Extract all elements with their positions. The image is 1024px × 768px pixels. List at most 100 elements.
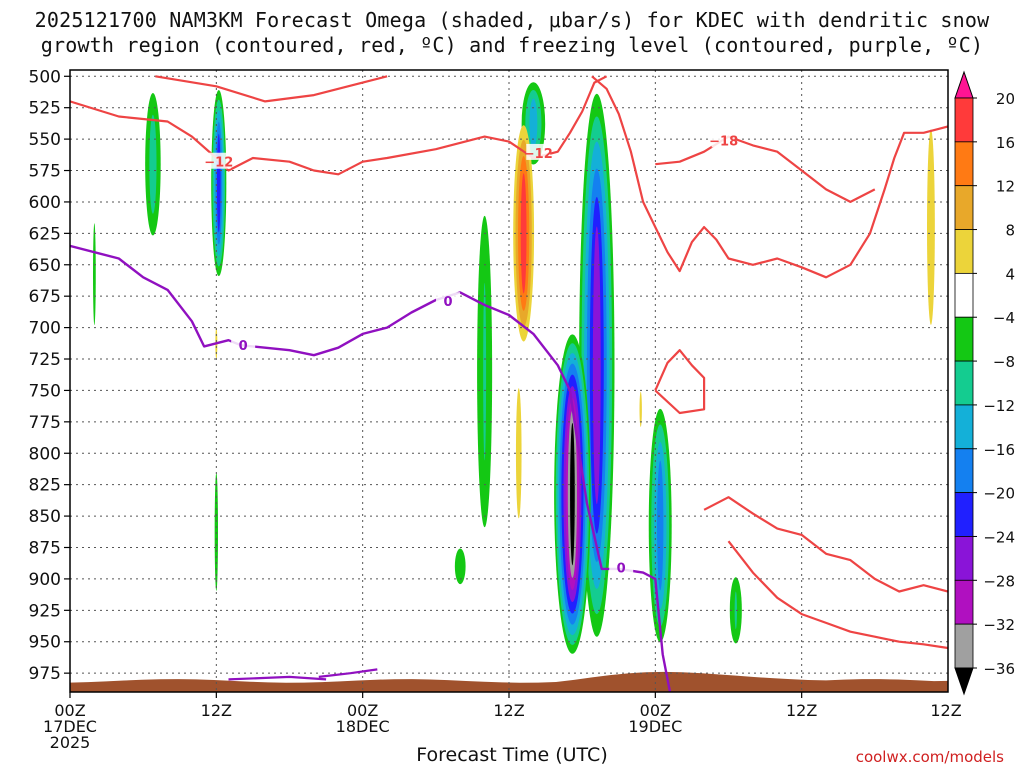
y-tick-label-675: 675 [29,287,61,307]
omega-blob-12-level-4 [515,388,522,519]
colorbar-cell-4 [954,272,974,318]
colorbar-cell-2 [954,185,974,230]
surface-freezing-contour-0 [228,675,327,681]
y-tick-label-950: 950 [29,633,61,653]
colorbar-top-arrow [954,70,974,99]
colorbar-label-5: −4 [993,309,1015,327]
x-tick-label-18-0: 12Z [493,701,524,720]
omega-blob-2-level-4 [214,472,219,591]
y-tick-label-500: 500 [29,67,61,87]
dgz-contour-5 [703,496,948,593]
colorbar: 20 16 12 8 4 −4 −8 −12 −16 −20 −24 −28 −32 −36 [954,70,1015,696]
dgz-label-12-b: −12 [524,147,553,162]
colorbar-label-1: 16 [996,134,1015,152]
y-tick-label-600: 600 [29,193,61,213]
omega-blob-8-level-16 [657,460,664,591]
colorbar-cell-1 [954,141,974,187]
omega-blob-5-level-24 [592,226,601,505]
colorbar-label-4: 4 [1005,265,1015,283]
dgz-contour-0 [70,75,608,176]
omega-blob-6-level-36 [570,422,575,566]
colorbar-label-6: −8 [993,353,1015,371]
y-tick-label-525: 525 [29,99,61,119]
colorbar-label-12: −32 [983,616,1015,634]
x-tick-label-6-0: 12Z [201,701,232,720]
y-tick-label-650: 650 [29,256,61,276]
omega-blob-3-level-4 [93,223,96,326]
colorbar-label-9: −20 [983,485,1015,503]
x-axis-title: Forecast Time (UTC) [416,744,608,766]
y-tick-label-700: 700 [29,319,61,339]
x-tick-label-0-0: 00Z [54,701,85,720]
dgz-label-18-bg [711,131,736,148]
terrain-fill [70,671,948,692]
dgz-label-12-a: −12 [204,156,233,171]
y-tick-label-975: 975 [29,664,61,684]
x-tick-label-24-1: 19DEC [628,717,682,736]
x-tick-label-36: 12Z [930,701,961,720]
surface-freezing-contour-1 [318,668,378,678]
freezing-label-c: 0 [617,562,626,577]
y-tick-label-575: 575 [29,162,61,182]
colorbar-label-8: −16 [983,441,1015,459]
chart-title-line-1: 2025121700 NAM3KM Forecast Omega (shaded… [34,8,990,32]
y-tick-label-850: 850 [29,507,61,527]
colorbar-cell-11 [954,579,974,625]
y-tick-label-775: 775 [29,413,61,433]
colorbar-label-0: 20 [996,90,1015,108]
dgz-label-18: −18 [709,134,738,149]
dgz-contour-1 [155,75,388,103]
freezing-label-b: 0 [444,295,453,310]
y-tick-label-825: 825 [29,476,61,496]
colorbar-cell-10 [954,536,974,581]
colorbar-cell-7 [954,404,974,450]
freezing-label-c-bg [609,558,634,575]
colorbar-cell-6 [954,360,974,406]
grid-layer [70,70,948,692]
colorbar-cell-9 [954,492,974,537]
x-tick-label-24-0: 00Z [640,701,671,720]
y-axis: 500 525 550 575 600 625 650 675 700 725 750 775 800 8… [29,67,70,684]
colorbar-cell-12 [954,623,974,669]
omega-blob-13-level-4 [927,129,935,325]
freezing-label-a-bg [231,336,256,353]
x-tick-label-0-1: 17DEC [43,717,97,736]
colorbar-cell-0 [954,97,974,143]
x-tick-label-0-2: 2025 [50,733,91,752]
x-tick-label-30-0: 12Z [786,701,817,720]
y-tick-label-550: 550 [29,130,61,150]
contour-layer: −12 −12 −18 0 0 0 [70,75,948,692]
colorbar-cell-8 [954,448,974,494]
omega-blob-7-level-8 [483,282,487,461]
colorbar-label-11: −28 [983,572,1015,590]
colorbar-label-13: −36 [983,660,1015,678]
omega-blob-1-level-20 [216,133,221,233]
y-tick-label-800: 800 [29,444,61,464]
y-tick-label-750: 750 [29,381,61,401]
colorbar-label-3: 8 [1005,222,1015,240]
colorbar-bottom-arrow [954,667,974,696]
freezing-label-a: 0 [239,339,248,354]
colorbar-cell-5 [954,316,974,362]
freezing-label-b-bg [436,292,461,309]
y-tick-label-900: 900 [29,570,61,590]
omega-blob-4-level-12 [529,98,538,149]
omega-blob-0-level-8 [149,114,157,214]
omega-blob-11-level-16 [520,173,527,294]
y-tick-label-725: 725 [29,350,61,370]
chart-title-line-2: growth region (contoured, red, ºC) and f… [40,33,984,57]
freezing-level-contour [70,244,672,692]
dgz-contour-2 [591,75,948,279]
terrain-layer [70,671,948,692]
dgz-label-12-b-bg [526,143,551,160]
colorbar-label-2: 12 [996,178,1015,196]
omega-blob-9-level-8 [734,591,737,630]
dgz-label-12-a-bg [206,152,231,169]
site-credit: coolwx.com/models [855,748,1004,766]
dgz-contour-4 [654,349,706,415]
colorbar-cell-3 [954,229,974,274]
x-tick-label-12-0: 00Z [347,701,378,720]
colorbar-label-10: −24 [983,528,1015,546]
